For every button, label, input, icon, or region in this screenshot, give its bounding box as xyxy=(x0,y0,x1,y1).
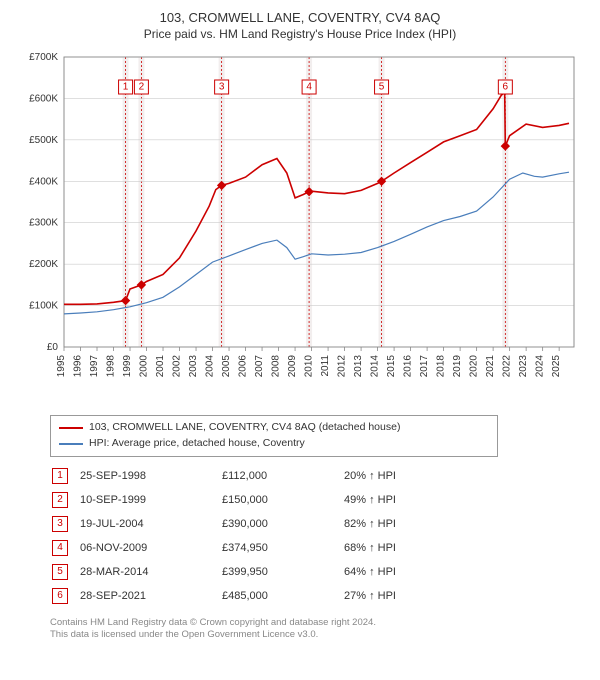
svg-text:2006: 2006 xyxy=(238,355,249,378)
tx-price: £390,000 xyxy=(222,513,342,535)
svg-text:2018: 2018 xyxy=(436,355,447,378)
legend-item: 103, CROMWELL LANE, COVENTRY, CV4 8AQ (d… xyxy=(59,420,489,436)
svg-text:6: 6 xyxy=(503,82,509,93)
svg-text:2003: 2003 xyxy=(188,355,199,378)
svg-text:1997: 1997 xyxy=(89,355,100,378)
tx-date: 25-SEP-1998 xyxy=(80,465,220,487)
table-row: 3 19-JUL-2004£390,00082% ↑ HPI xyxy=(52,513,406,535)
svg-text:2015: 2015 xyxy=(386,355,397,378)
svg-text:2: 2 xyxy=(139,82,145,93)
tx-marker: 3 xyxy=(52,516,68,532)
svg-text:1998: 1998 xyxy=(106,355,117,378)
svg-text:2024: 2024 xyxy=(535,355,546,378)
svg-text:£500K: £500K xyxy=(29,135,58,146)
attribution-line-2: This data is licensed under the Open Gov… xyxy=(50,629,586,641)
svg-text:2016: 2016 xyxy=(403,355,414,378)
svg-text:2022: 2022 xyxy=(502,355,513,378)
tx-delta: 27% ↑ HPI xyxy=(344,585,406,607)
svg-text:2011: 2011 xyxy=(320,355,331,377)
svg-text:£600K: £600K xyxy=(29,93,58,104)
tx-price: £399,950 xyxy=(222,561,342,583)
svg-text:2005: 2005 xyxy=(221,355,232,378)
svg-text:2012: 2012 xyxy=(337,355,348,378)
tx-marker: 5 xyxy=(52,564,68,580)
svg-text:2013: 2013 xyxy=(353,355,364,378)
table-row: 6 28-SEP-2021£485,00027% ↑ HPI xyxy=(52,585,406,607)
svg-text:2020: 2020 xyxy=(469,355,480,378)
svg-text:2004: 2004 xyxy=(205,355,216,378)
legend-label: 103, CROMWELL LANE, COVENTRY, CV4 8AQ (d… xyxy=(89,420,400,436)
svg-text:2001: 2001 xyxy=(155,355,166,378)
tx-delta: 82% ↑ HPI xyxy=(344,513,406,535)
tx-price: £374,950 xyxy=(222,537,342,559)
svg-text:2023: 2023 xyxy=(518,355,529,378)
tx-marker: 4 xyxy=(52,540,68,556)
legend-swatch xyxy=(59,427,83,429)
legend-item: HPI: Average price, detached house, Cove… xyxy=(59,436,489,452)
chart-subtitle: Price paid vs. HM Land Registry's House … xyxy=(14,27,586,41)
svg-text:2021: 2021 xyxy=(485,355,496,378)
legend: 103, CROMWELL LANE, COVENTRY, CV4 8AQ (d… xyxy=(50,415,498,457)
tx-date: 06-NOV-2009 xyxy=(80,537,220,559)
svg-text:£300K: £300K xyxy=(29,218,58,229)
svg-text:3: 3 xyxy=(219,82,225,93)
svg-text:1: 1 xyxy=(123,82,129,93)
svg-text:£400K: £400K xyxy=(29,176,58,187)
svg-text:2025: 2025 xyxy=(551,355,562,378)
tx-date: 28-MAR-2014 xyxy=(80,561,220,583)
tx-date: 19-JUL-2004 xyxy=(80,513,220,535)
legend-label: HPI: Average price, detached house, Cove… xyxy=(89,436,305,452)
tx-marker: 2 xyxy=(52,492,68,508)
svg-text:2002: 2002 xyxy=(172,355,183,378)
svg-text:2008: 2008 xyxy=(271,355,282,378)
tx-delta: 49% ↑ HPI xyxy=(344,489,406,511)
attribution-line-1: Contains HM Land Registry data © Crown c… xyxy=(50,617,586,629)
tx-delta: 68% ↑ HPI xyxy=(344,537,406,559)
tx-date: 10-SEP-1999 xyxy=(80,489,220,511)
svg-text:£0: £0 xyxy=(47,342,59,353)
table-row: 2 10-SEP-1999£150,00049% ↑ HPI xyxy=(52,489,406,511)
tx-marker: 1 xyxy=(52,468,68,484)
svg-text:2000: 2000 xyxy=(139,355,150,378)
tx-date: 28-SEP-2021 xyxy=(80,585,220,607)
svg-text:£200K: £200K xyxy=(29,259,58,270)
transactions-table: 1 25-SEP-1998£112,00020% ↑ HPI 2 10-SEP-199… xyxy=(50,463,408,609)
tx-price: £485,000 xyxy=(222,585,342,607)
table-row: 5 28-MAR-2014£399,95064% ↑ HPI xyxy=(52,561,406,583)
table-row: 1 25-SEP-1998£112,00020% ↑ HPI xyxy=(52,465,406,487)
svg-text:2007: 2007 xyxy=(254,355,265,378)
svg-text:1996: 1996 xyxy=(73,355,84,378)
svg-text:2014: 2014 xyxy=(370,355,381,378)
svg-text:1995: 1995 xyxy=(56,355,67,378)
table-row: 4 06-NOV-2009£374,95068% ↑ HPI xyxy=(52,537,406,559)
tx-price: £112,000 xyxy=(222,465,342,487)
tx-delta: 20% ↑ HPI xyxy=(344,465,406,487)
tx-delta: 64% ↑ HPI xyxy=(344,561,406,583)
svg-text:2009: 2009 xyxy=(287,355,298,378)
svg-text:1999: 1999 xyxy=(122,355,133,378)
svg-text:2019: 2019 xyxy=(452,355,463,378)
chart: £0 £100K £200K £300K £400K £500K £600K £700K 199… xyxy=(14,47,586,407)
tx-marker: 6 xyxy=(52,588,68,604)
tx-price: £150,000 xyxy=(222,489,342,511)
attribution: Contains HM Land Registry data © Crown c… xyxy=(50,617,586,642)
svg-text:2017: 2017 xyxy=(419,355,430,378)
svg-text:£100K: £100K xyxy=(29,301,58,312)
svg-text:4: 4 xyxy=(306,82,312,93)
legend-swatch xyxy=(59,443,83,445)
chart-title: 103, CROMWELL LANE, COVENTRY, CV4 8AQ xyxy=(14,10,586,25)
svg-text:5: 5 xyxy=(379,82,385,93)
svg-text:£700K: £700K xyxy=(29,52,58,63)
svg-text:2010: 2010 xyxy=(304,355,315,378)
